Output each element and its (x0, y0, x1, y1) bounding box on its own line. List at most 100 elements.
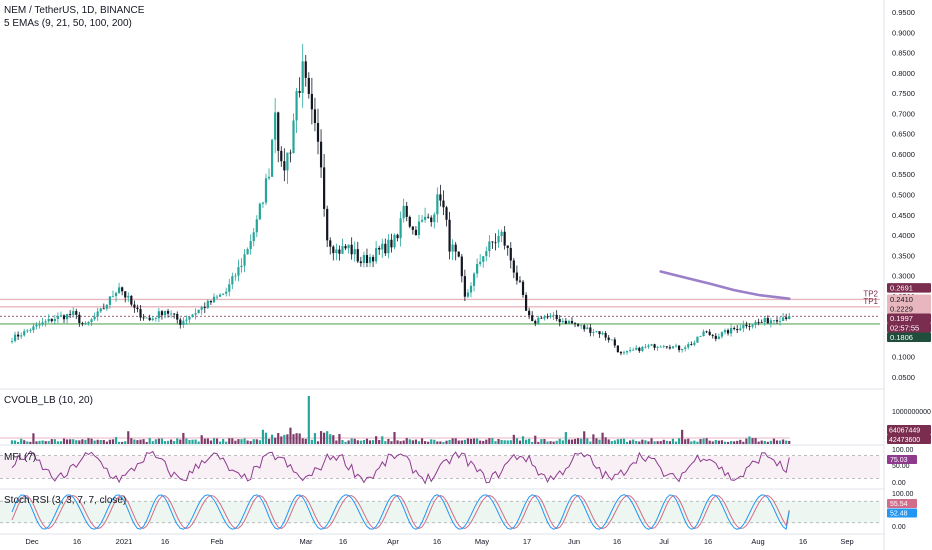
candle-body (521, 281, 525, 296)
volume-pane[interactable] (0, 396, 791, 444)
volume-bar (365, 438, 369, 444)
candle-body (237, 267, 240, 276)
candle-body (75, 311, 78, 315)
candle-body (604, 333, 607, 338)
volume-bar (479, 440, 482, 444)
volume-bar (668, 441, 671, 444)
volume-bar (693, 440, 696, 444)
candle-body (540, 317, 543, 319)
stoch-rsi-pane[interactable] (0, 494, 880, 531)
candle-body (298, 91, 301, 93)
candle-body (485, 251, 488, 257)
volume-bar (411, 440, 414, 444)
candle-body (509, 247, 512, 261)
volume-bar (494, 441, 497, 444)
volume-bar (531, 441, 534, 444)
candle-body (760, 322, 763, 324)
price-tick-label: 0.0500 (892, 373, 915, 382)
candle-body (497, 236, 500, 243)
candle-body (234, 275, 237, 277)
price-tick-label: 0.7000 (892, 109, 915, 118)
candle-body (310, 93, 313, 110)
volume-bar (353, 438, 356, 444)
stoch-rsi-legend[interactable]: Stoch RSI (3, 3, 7, 7, close) (4, 495, 127, 506)
mfi-pane[interactable] (0, 450, 880, 485)
stoch-tag-label: 55.54 (890, 501, 908, 508)
candle-body (625, 350, 629, 353)
volume-bar (457, 440, 460, 444)
candle-body (635, 347, 638, 350)
volume-bar (424, 441, 427, 444)
candle-body (555, 314, 558, 320)
candle-body (433, 214, 436, 223)
price-tick-label: 0.5000 (892, 191, 915, 200)
price-tick-label: 0.1000 (892, 353, 915, 362)
candle-body (32, 326, 35, 331)
volume-bar (249, 441, 252, 444)
volume-bar (362, 440, 365, 444)
candle-body (283, 161, 286, 171)
symbol-title: NEM / TetherUS, 1D, BINANCE (4, 5, 145, 16)
volume-bar (613, 440, 616, 444)
candle-body (179, 319, 182, 325)
volume-bar (742, 441, 745, 444)
volume-bar (583, 431, 586, 444)
candle-body (271, 139, 274, 177)
candle-body (277, 112, 280, 151)
candle-body (240, 265, 243, 268)
volume-bar (341, 440, 344, 444)
volume-bar (72, 439, 75, 444)
volume-bar (323, 432, 326, 444)
candle-body (613, 339, 616, 346)
cvolb-legend[interactable]: CVOLB_LB (10, 20) (4, 395, 93, 406)
price-scale[interactable]: 0.9500 0.9000 0.8500 0.8000 0.7500 0.7000 0.65… (887, 8, 931, 531)
candle-body (518, 280, 522, 282)
stoch-band (0, 501, 880, 523)
volume-bar (142, 439, 145, 444)
candle-body (29, 330, 32, 331)
volume-bar (632, 439, 635, 444)
candle-body (197, 309, 200, 314)
volume-bar (191, 439, 194, 444)
ema-legend[interactable]: 5 EMAs (9, 21, 50, 100, 200) (4, 18, 132, 29)
volume-bar (561, 440, 564, 444)
candle-body (53, 318, 56, 322)
price-tag-label: 0.1997 (890, 314, 913, 323)
candle-body (681, 348, 684, 350)
candle-body (133, 304, 136, 308)
candle-body (301, 61, 304, 93)
candle-body (537, 317, 540, 324)
volume-bar (622, 438, 626, 444)
candle-body (319, 141, 323, 168)
volume-bar (90, 438, 93, 444)
volume-bar (185, 438, 188, 444)
candle-body (736, 329, 739, 331)
mfi-line (11, 450, 790, 485)
candle-body (472, 273, 476, 286)
volume-bar (558, 438, 561, 444)
candle-body (454, 244, 457, 252)
candle-body (665, 346, 668, 348)
time-scale[interactable]: Dec 16 2021 16 Feb Mar 16 Apr 16 May 17 Jun 16 Jul 16 A… (25, 537, 853, 546)
candle-body (424, 216, 427, 220)
stoch-tick-label: 0.00 (892, 524, 906, 531)
candle-body (650, 344, 653, 346)
price-tick-label: 0.5500 (892, 170, 915, 179)
volume-bar (390, 441, 393, 444)
candle-body (387, 239, 390, 254)
volume-bar (121, 441, 124, 444)
volume-bar (96, 439, 99, 444)
volume-bar (607, 439, 610, 444)
candle-body (684, 347, 687, 349)
candle-body (359, 261, 362, 264)
candle-body (610, 339, 613, 341)
candle-body (145, 317, 148, 319)
volume-bar (690, 441, 693, 444)
candle-body (313, 109, 317, 123)
mfi-legend[interactable]: MFI (7) (4, 452, 37, 463)
volume-bar (454, 438, 457, 444)
time-tick-label: May (475, 537, 489, 546)
time-tick-label: 16 (613, 537, 621, 546)
